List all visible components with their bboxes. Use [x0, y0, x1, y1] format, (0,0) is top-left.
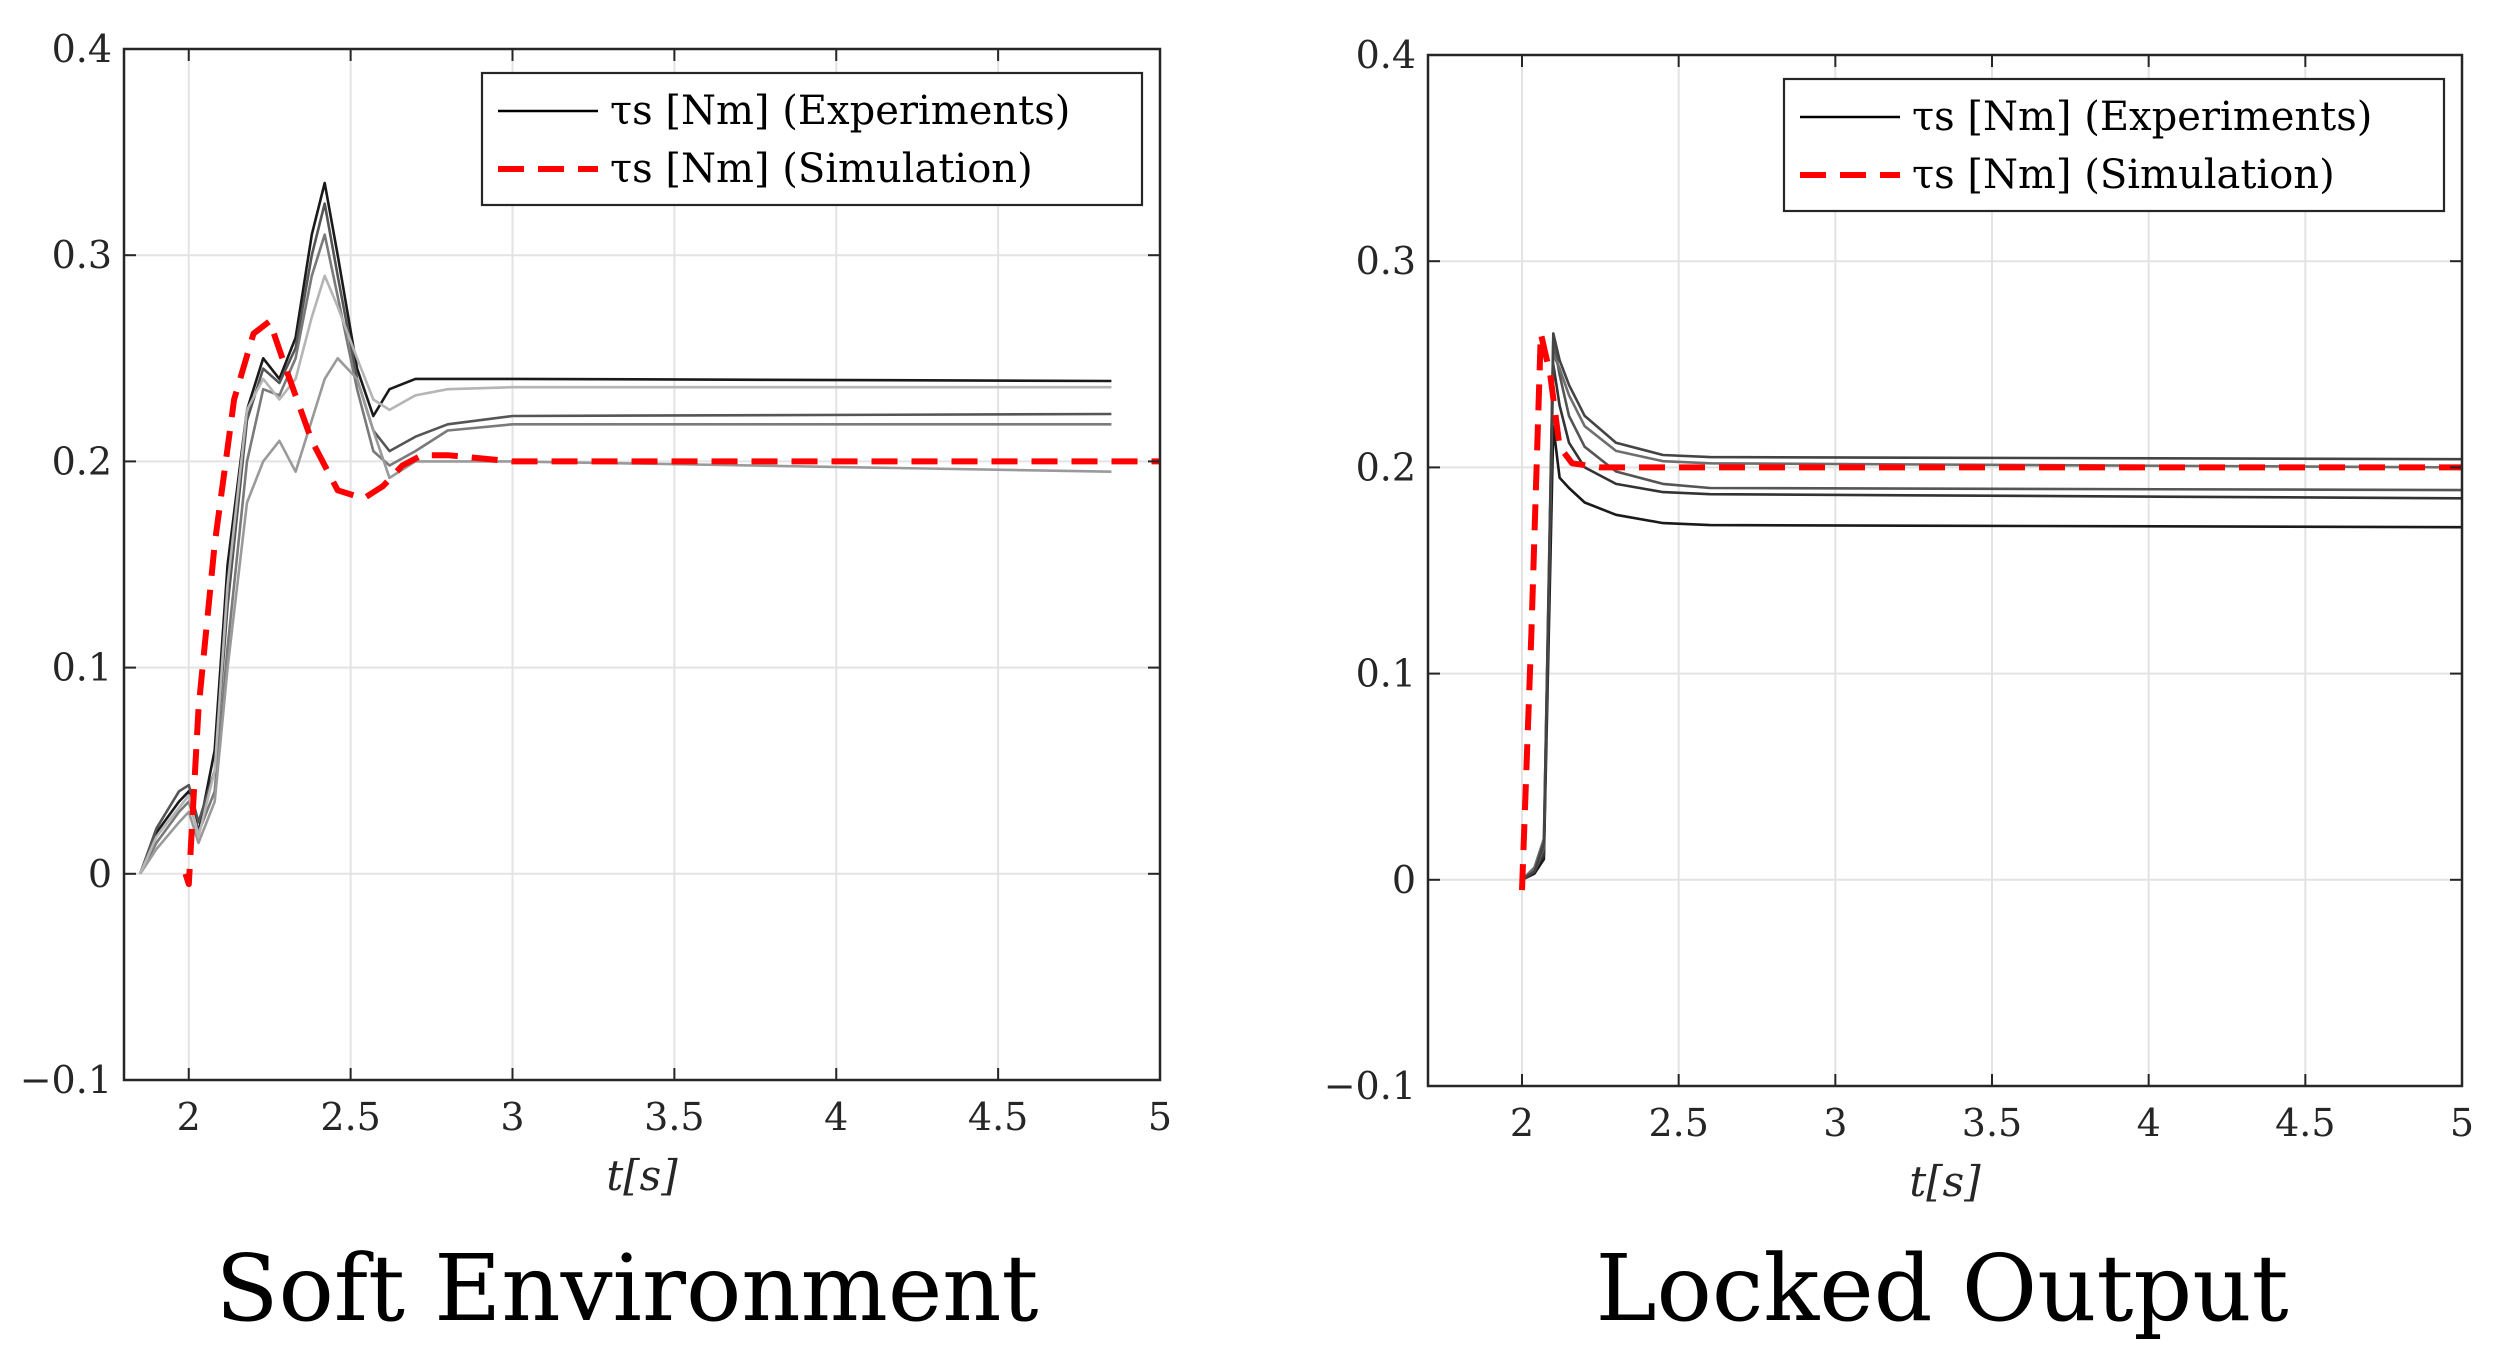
locked-output-panel: 2 2.5 3 3.5 4 4.5 5 −0.1 0 0.1 0.2 0.3 0.4 t[s] τs [Nm…: [1324, 33, 2474, 1342]
legend-entry-label: τs [Nm] (Simulation): [610, 146, 1033, 192]
legend: τs [Nm] (Experiments) τs [Nm] (Simulation…: [480, 71, 1144, 207]
y-tick-label: 0.3: [1356, 239, 1416, 283]
y-tick-label: 0.3: [52, 233, 112, 277]
legend-entry-label: τs [Nm] (Experiments): [1912, 94, 2372, 140]
y-tick-label: 0.2: [1356, 445, 1416, 489]
panel-title: Locked Output: [1595, 1235, 2288, 1342]
series-group: [1519, 330, 2462, 891]
series-group: [138, 181, 1160, 888]
x-axis-label: t[s]: [1909, 1157, 1981, 1206]
y-tick-label: 0.1: [1356, 652, 1416, 696]
legend-box: [480, 71, 1144, 207]
x-tick-label: 3: [500, 1095, 524, 1139]
soft-environment-panel: 2 2.5 3 3.5 4 4.5 5 −0.1 0 0.1 0.2 0.3 0.4 t[s] τs [Nm…: [20, 27, 1172, 1342]
legend-entry-label: τs [Nm] (Experiments): [610, 88, 1070, 134]
y-tick-label: 0.1: [52, 646, 112, 690]
simulation-line: [182, 318, 1160, 888]
x-axis-label: t[s]: [606, 1151, 678, 1200]
experiment-line: [1521, 332, 2462, 881]
legend-entry-label: τs [Nm] (Simulation): [1912, 152, 2335, 198]
x-tick-label: 2: [1510, 1101, 1534, 1145]
legend: τs [Nm] (Experiments) τs [Nm] (Simulation…: [1782, 77, 2446, 213]
x-tick-label: 5: [2450, 1101, 2474, 1145]
experiment-line: [1521, 362, 2462, 881]
x-tick-label: 3: [1823, 1101, 1847, 1145]
y-tick-label: 0: [88, 852, 112, 896]
x-tick-label: 2.5: [320, 1095, 380, 1139]
x-tick-label: 4: [824, 1095, 848, 1139]
x-tick-label: 3.5: [1962, 1101, 2022, 1145]
experiment-line: [1521, 424, 2462, 881]
y-tick-label: −0.1: [1324, 1064, 1416, 1108]
axes-box: [122, 47, 1162, 1082]
x-tick-label: 2: [177, 1095, 201, 1139]
legend-box: [1782, 77, 2446, 213]
experiment-line: [139, 356, 1112, 875]
y-tick-label: −0.1: [20, 1058, 112, 1102]
x-tick-label: 5: [1148, 1095, 1172, 1139]
y-tick-label: 0.4: [1356, 33, 1416, 77]
y-tick-label: 0.4: [52, 27, 112, 71]
panel-title: Soft Environment: [215, 1235, 1038, 1342]
x-tick-label: 4.5: [968, 1095, 1028, 1139]
x-tick-label: 4: [2137, 1101, 2161, 1145]
plot-area: [1428, 55, 2462, 1086]
x-tick-label: 3.5: [644, 1095, 704, 1139]
x-tick-label: 2.5: [1648, 1101, 1708, 1145]
plot-area: [124, 49, 1160, 1080]
y-tick-label: 0.2: [52, 439, 112, 483]
y-tick-label: 0: [1392, 858, 1416, 902]
x-tick-label: 4.5: [2275, 1101, 2335, 1145]
axes-box: [1426, 53, 2464, 1088]
